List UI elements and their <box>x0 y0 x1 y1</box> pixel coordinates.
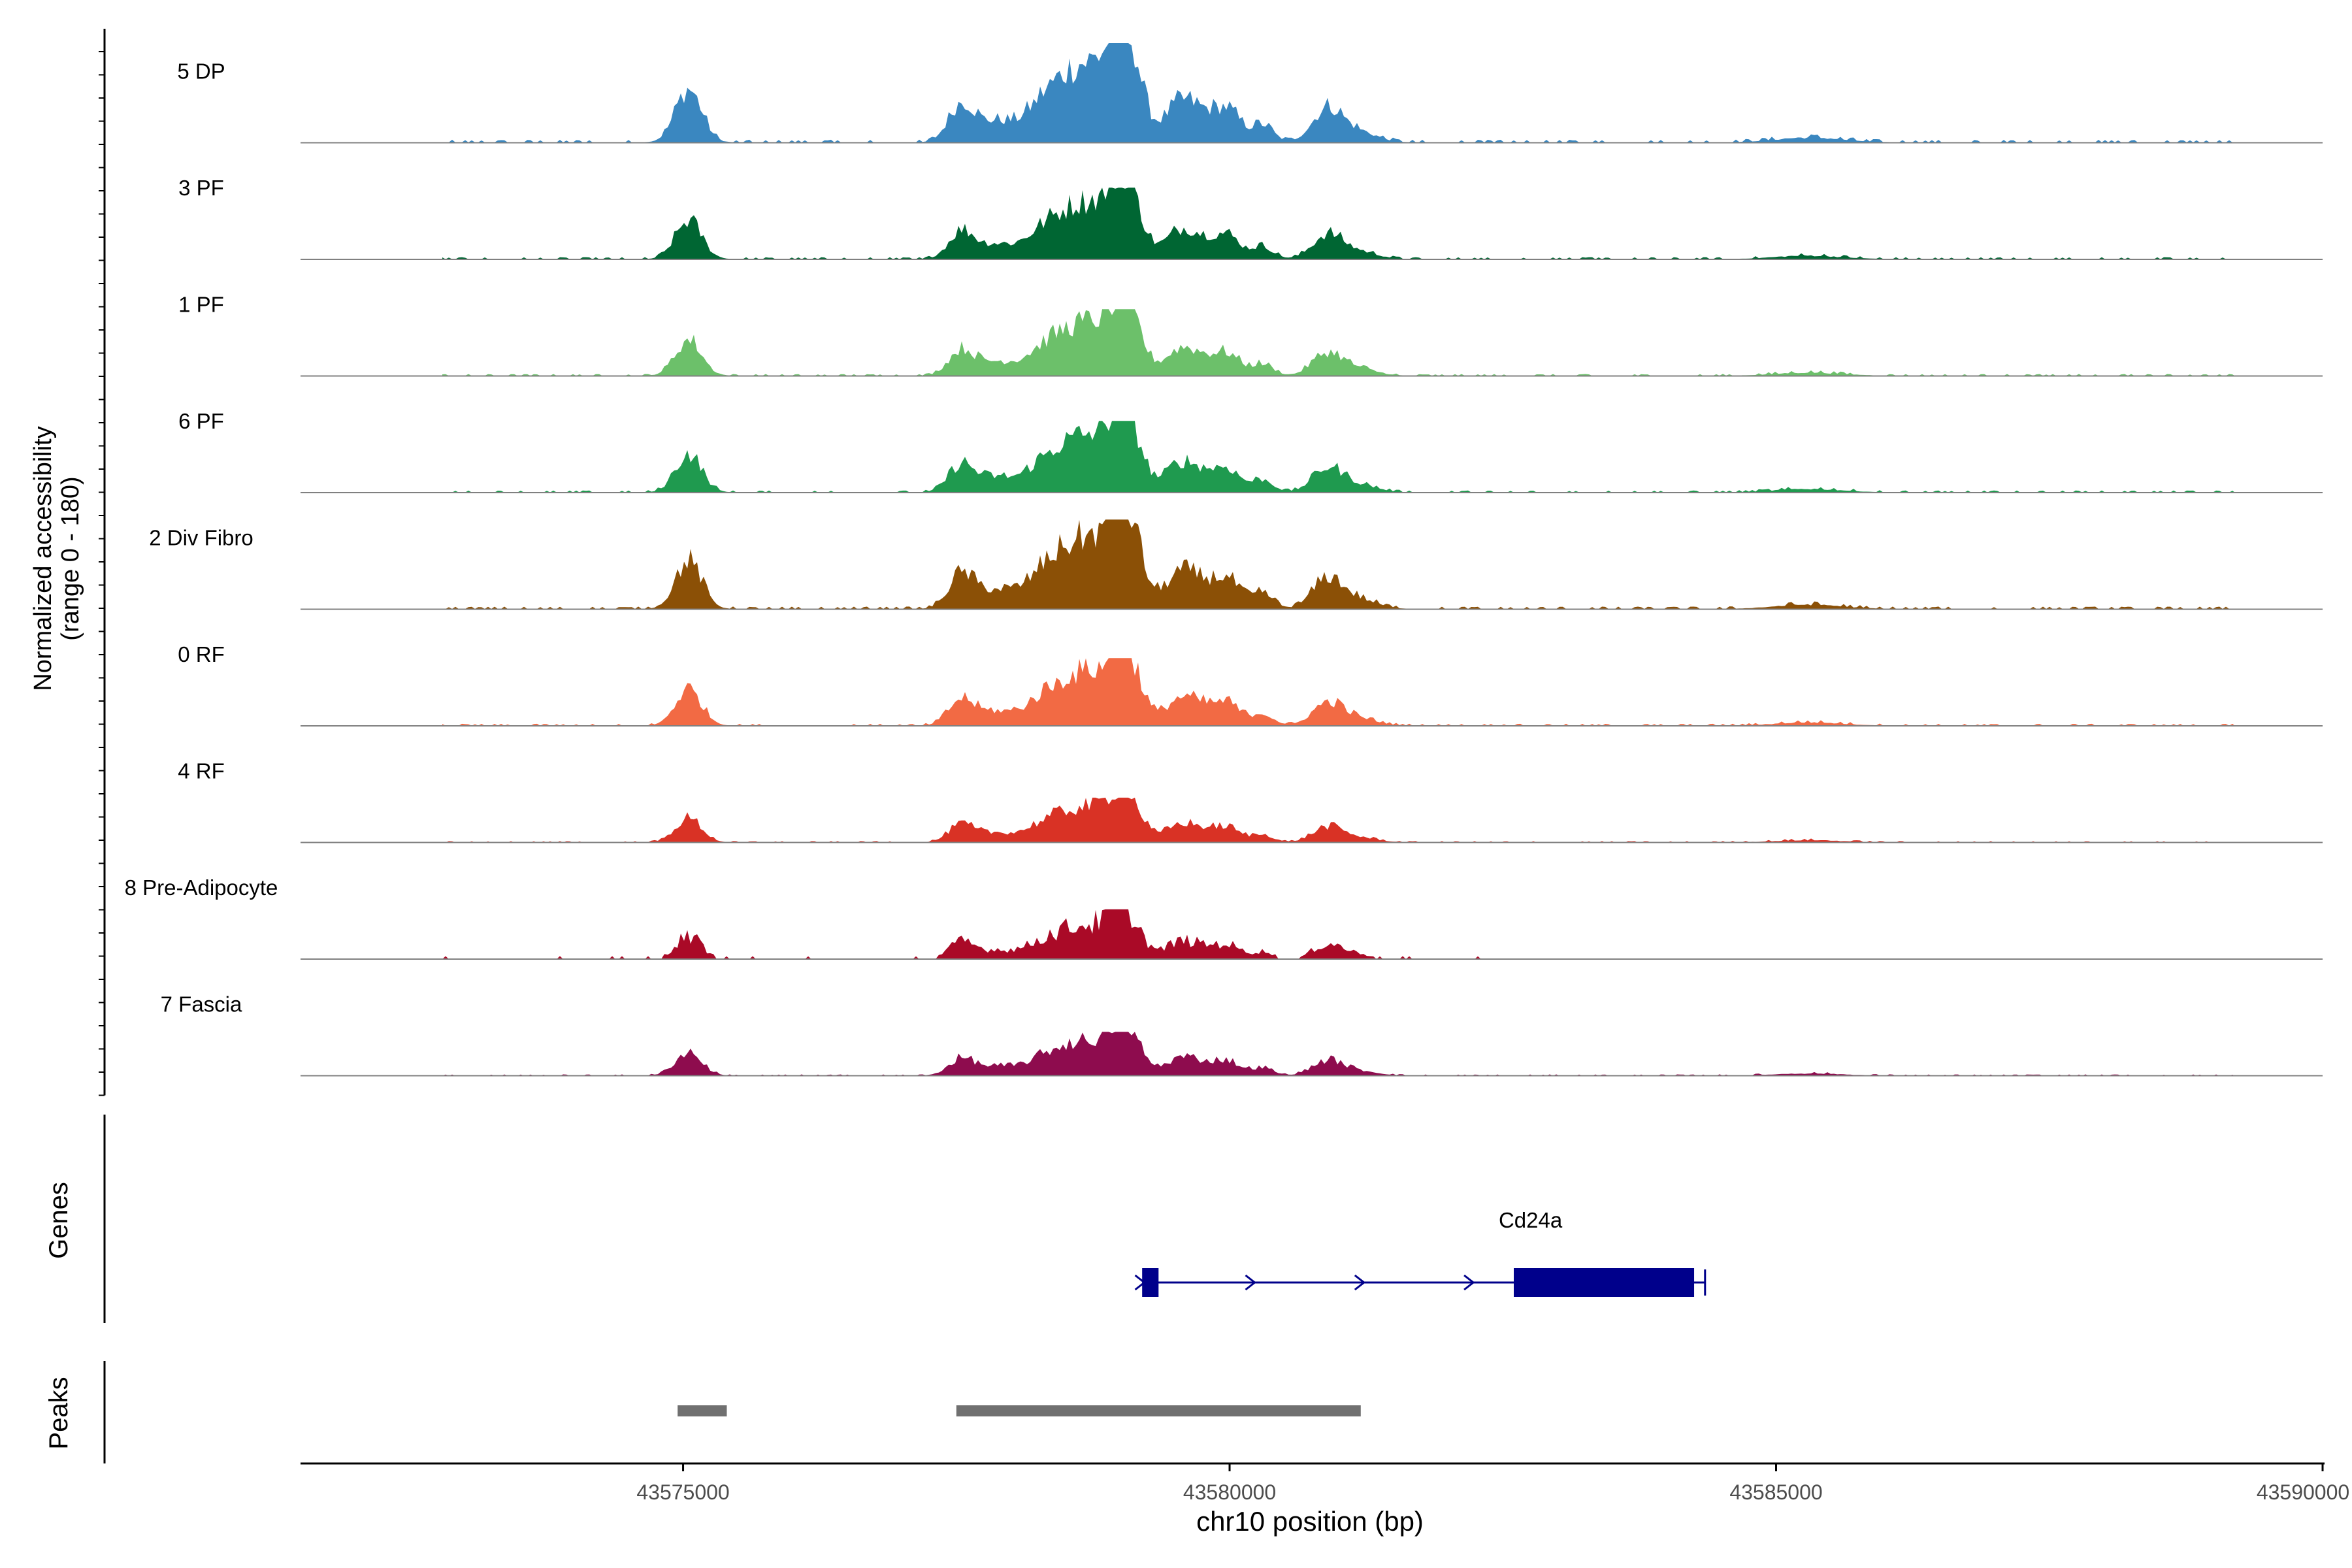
coverage-area <box>442 519 2235 610</box>
x-tick-label: 43585000 <box>1729 1480 1822 1504</box>
track-7-fascia: 7 Fascia <box>161 992 2323 1077</box>
genes-track-label: Genes <box>44 1182 73 1259</box>
genes-track: Cd24a <box>103 1115 1707 1323</box>
track-6-pf: 6 PF <box>178 409 2323 493</box>
track-label: 5 DP <box>177 59 225 83</box>
track-label: 3 PF <box>178 176 224 200</box>
x-tick-label: 43580000 <box>1183 1480 1276 1504</box>
y-axis-title-line1: Normalized accessibility <box>29 426 57 691</box>
coverage-tracks: 5 DP 3 PF 1 PF 6 PF 2 Div Fibro 0 RF 4 RF 8 Pre… <box>125 43 2323 1077</box>
coverage-area <box>442 1032 2235 1076</box>
track-5-dp: 5 DP <box>177 43 2323 144</box>
track-8-pre-adipocyte: 8 Pre-Adipocyte <box>125 875 2323 960</box>
coverage-area <box>442 309 2235 376</box>
peaks-track <box>103 1361 1361 1463</box>
track-0-rf: 0 RF <box>178 642 2323 727</box>
coverage-area <box>442 658 2235 726</box>
track-label: 2 Div Fibro <box>149 525 253 549</box>
y-axis <box>99 29 106 1096</box>
coverage-area <box>442 909 2235 959</box>
x-tick-label: 43575000 <box>636 1480 729 1504</box>
coverage-area <box>442 188 2235 259</box>
x-axis-title: chr10 position (bp) <box>1196 1506 1424 1537</box>
peaks-track-label: Peaks <box>44 1377 73 1449</box>
peak-region <box>956 1405 1361 1416</box>
strand-arrow <box>1463 1274 1475 1291</box>
track-label: 4 RF <box>178 759 225 783</box>
track-label: 7 Fascia <box>161 992 242 1016</box>
coverage-area <box>442 43 2235 143</box>
track-1-pf: 1 PF <box>178 292 2323 377</box>
track-3-pf: 3 PF <box>178 176 2323 260</box>
coverage-area <box>442 421 2235 493</box>
track-label: 6 PF <box>178 409 224 433</box>
peak-region <box>678 1405 727 1416</box>
strand-arrow <box>1354 1274 1366 1291</box>
track-2-div-fibro: 2 Div Fibro <box>149 519 2323 610</box>
gene-name-label: Cd24a <box>1499 1208 1563 1232</box>
strand-arrow <box>1245 1274 1256 1291</box>
gene-exon <box>1514 1268 1695 1297</box>
coverage-area <box>442 797 2235 843</box>
y-axis-title-line2: (range 0 - 180) <box>57 476 84 640</box>
track-label: 1 PF <box>178 292 224 316</box>
track-label: 8 Pre-Adipocyte <box>125 875 278 900</box>
x-axis: 43575000 43580000 43585000 43590000 <box>301 1462 2349 1504</box>
x-tick-label: 43590000 <box>2257 1480 2349 1504</box>
strand-arrow <box>1134 1274 1146 1291</box>
track-4-rf: 4 RF <box>178 759 2323 843</box>
track-label: 0 RF <box>178 642 225 666</box>
